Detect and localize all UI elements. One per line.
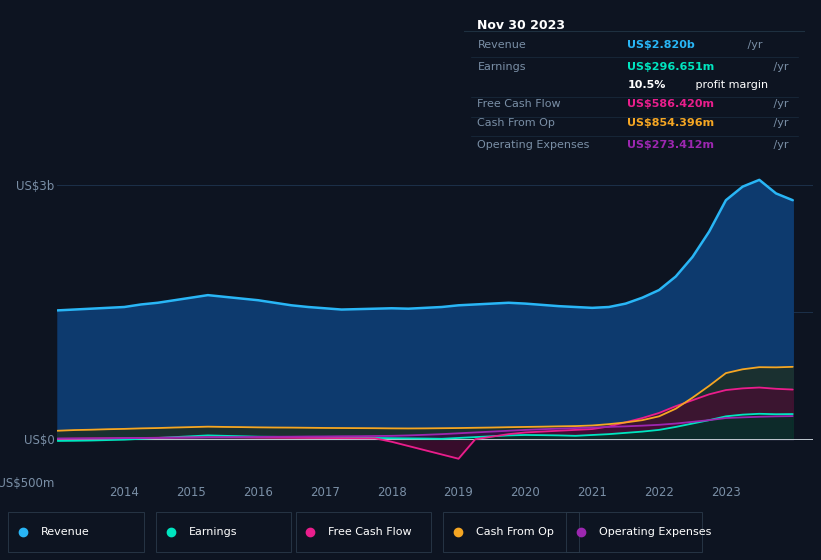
Text: US$586.420m: US$586.420m [627, 99, 714, 109]
Text: Nov 30 2023: Nov 30 2023 [478, 19, 566, 32]
Text: Free Cash Flow: Free Cash Flow [478, 99, 561, 109]
Text: 10.5%: 10.5% [627, 80, 666, 90]
Text: /yr: /yr [744, 40, 763, 50]
Text: US$854.396m: US$854.396m [627, 118, 714, 128]
Text: profit margin: profit margin [692, 80, 768, 90]
Text: Operating Expenses: Operating Expenses [478, 141, 589, 151]
Text: /yr: /yr [770, 62, 788, 72]
Text: US$273.412m: US$273.412m [627, 141, 714, 151]
Text: Operating Expenses: Operating Expenses [599, 527, 712, 537]
Text: /yr: /yr [770, 118, 788, 128]
Text: Revenue: Revenue [41, 527, 89, 537]
Text: Earnings: Earnings [189, 527, 237, 537]
Text: Cash From Op: Cash From Op [478, 118, 555, 128]
Text: US$2.820b: US$2.820b [627, 40, 695, 50]
Text: US$296.651m: US$296.651m [627, 62, 714, 72]
Text: Revenue: Revenue [478, 40, 526, 50]
Text: Free Cash Flow: Free Cash Flow [328, 527, 412, 537]
Text: /yr: /yr [770, 99, 788, 109]
Text: Cash From Op: Cash From Op [476, 527, 554, 537]
Text: Earnings: Earnings [478, 62, 526, 72]
Text: /yr: /yr [770, 141, 788, 151]
